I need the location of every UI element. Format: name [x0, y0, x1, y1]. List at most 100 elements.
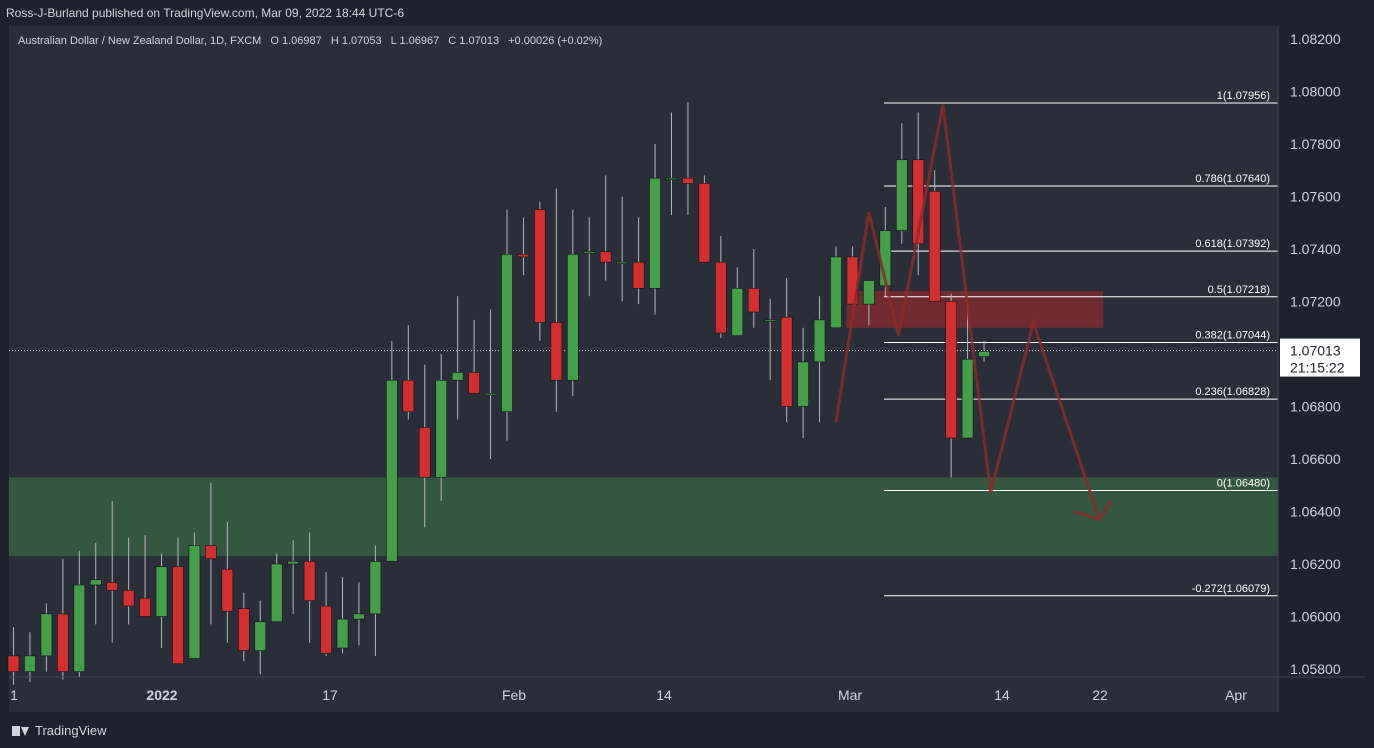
candle-body	[632, 261, 645, 289]
candle	[764, 298, 777, 381]
fib-level-label: -0.272(1.06079)	[1192, 583, 1270, 595]
candle-body	[73, 584, 86, 672]
candle-body	[7, 655, 20, 672]
candle	[945, 293, 957, 478]
candle	[172, 537, 184, 665]
candle	[468, 319, 480, 394]
candle-body	[89, 579, 102, 586]
price-tick-label: 1.06400	[1290, 504, 1341, 520]
candle	[566, 209, 579, 396]
candle-body	[24, 655, 36, 672]
footer	[0, 712, 1374, 748]
price-tick-label: 1.06000	[1290, 609, 1341, 625]
candle-body	[731, 288, 744, 336]
time-tick-label: 14	[994, 687, 1010, 703]
price-tick-label: 1.07600	[1290, 189, 1341, 205]
candle-body	[599, 251, 612, 263]
candle-body	[369, 561, 382, 615]
candle	[270, 553, 283, 623]
candle-body	[172, 566, 184, 665]
candle-body	[435, 379, 448, 478]
candles-layer	[7, 102, 990, 685]
candle-body	[566, 253, 579, 381]
projection-layer	[834, 104, 1113, 522]
symbol-name: Australian Dollar / New Zealand Dollar, …	[18, 35, 262, 47]
candle-body	[451, 372, 464, 381]
price-axis: 1.08200 1.08000 1.07800 1.07600 1.07400 1.072…	[1277, 26, 1365, 712]
fib-level-label: 0.618(1.07392)	[1195, 238, 1270, 250]
price-tick-label: 1.08200	[1290, 31, 1341, 47]
candle-body	[287, 561, 299, 565]
time-tick-label: 22	[1092, 687, 1108, 703]
open-value: 1.06987	[282, 35, 322, 47]
candle	[287, 540, 299, 614]
candle-body	[205, 545, 217, 560]
candle	[517, 217, 530, 276]
chart-frame[interactable]	[9, 26, 1365, 712]
price-tick-label: 1.07400	[1290, 241, 1341, 257]
candle	[863, 280, 875, 326]
candle	[155, 553, 168, 648]
time-tick-label: Mar	[838, 687, 862, 703]
fib-level-label: 0(1.06480)	[1217, 478, 1270, 490]
candle	[961, 304, 974, 439]
candle	[649, 144, 661, 315]
candle-body	[534, 209, 546, 323]
high-value: 1.07053	[341, 35, 382, 47]
fib-level-label: 0.382(1.07044)	[1195, 329, 1270, 341]
candle	[89, 543, 102, 625]
candle	[73, 550, 86, 677]
time-axis: 1 2022 17 Feb 14 Mar 14 22 Apr	[9, 676, 1365, 703]
candle	[484, 309, 497, 459]
candle-body	[813, 319, 826, 363]
candle	[24, 632, 36, 683]
candle-body	[386, 379, 398, 562]
candle-body	[353, 613, 365, 620]
fib-level-label: 0.786(1.07640)	[1195, 173, 1270, 185]
candle-body	[978, 351, 990, 357]
candle-body	[715, 261, 727, 334]
tradingview-logo[interactable]: TradingView	[12, 723, 107, 738]
candle	[402, 325, 415, 420]
candle	[698, 175, 711, 263]
candle-body	[583, 251, 596, 254]
candle-body	[780, 316, 793, 407]
change-value: +0.00026 (+0.02%)	[508, 35, 603, 47]
candle	[715, 235, 727, 339]
candle	[435, 354, 448, 501]
candle-body	[863, 280, 875, 305]
candle	[386, 340, 398, 562]
candle-body	[764, 319, 777, 322]
current-price-tag	[1280, 338, 1360, 377]
candle-body	[468, 372, 480, 394]
candle	[369, 545, 382, 656]
candle	[616, 196, 628, 302]
price-tick-label: 1.06200	[1290, 556, 1341, 572]
candle	[731, 267, 744, 336]
candle	[238, 592, 250, 662]
candle	[418, 364, 431, 528]
candle	[550, 188, 563, 412]
candle	[632, 217, 645, 305]
candle-body	[320, 605, 332, 654]
candle-body	[139, 597, 151, 617]
candle-body	[682, 177, 694, 184]
low-value: 1.06967	[399, 35, 440, 47]
candle	[599, 175, 612, 281]
candle-body	[402, 379, 415, 413]
candle-body	[484, 393, 497, 396]
candle	[221, 522, 234, 643]
fib-level-label: 1(1.07956)	[1217, 90, 1270, 102]
candle-body	[336, 618, 349, 649]
price-tick-label: 1.08000	[1290, 84, 1341, 100]
candle	[122, 537, 135, 625]
candle	[747, 249, 760, 328]
candle-body	[797, 361, 809, 407]
tradingview-logo-icon	[12, 725, 30, 737]
candle	[139, 535, 151, 617]
candle-body	[550, 322, 563, 381]
candle-body	[221, 568, 234, 612]
candle	[451, 296, 464, 420]
candle-body	[270, 563, 283, 623]
